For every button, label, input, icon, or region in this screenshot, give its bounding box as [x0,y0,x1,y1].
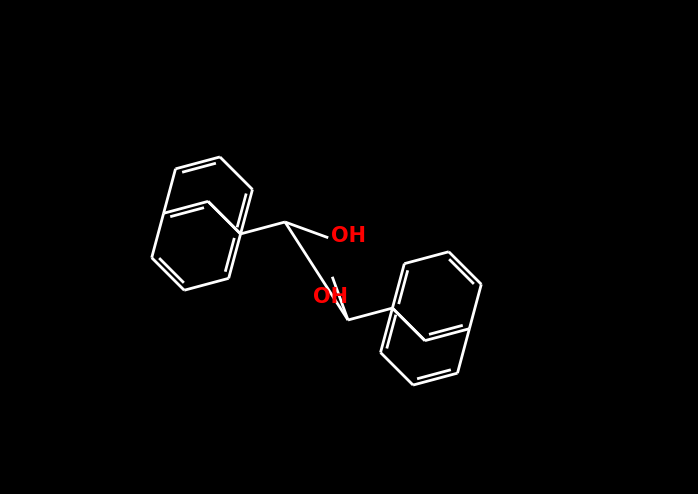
Text: OH: OH [313,287,348,307]
Text: OH: OH [332,226,366,246]
